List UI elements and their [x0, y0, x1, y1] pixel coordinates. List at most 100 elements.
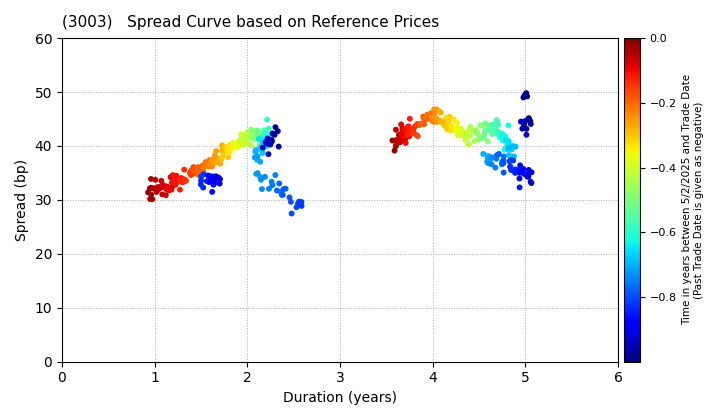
- Point: [178, 178, 189, 185]
- Point: [244, 132, 256, 139]
- Point: [211, 159, 222, 165]
- Point: [296, 199, 307, 205]
- Point: [517, 119, 528, 126]
- Point: [490, 126, 502, 132]
- Point: [186, 171, 197, 178]
- Point: [514, 170, 526, 176]
- Point: [276, 189, 287, 196]
- Point: [433, 108, 445, 115]
- Point: [503, 144, 515, 151]
- Point: [272, 128, 284, 134]
- Point: [509, 170, 521, 176]
- Point: [514, 166, 526, 173]
- Point: [521, 93, 533, 100]
- Point: [412, 133, 423, 139]
- Point: [421, 111, 433, 118]
- Point: [414, 121, 426, 128]
- Point: [400, 128, 411, 135]
- Point: [276, 192, 287, 198]
- Point: [150, 189, 162, 195]
- Point: [428, 116, 440, 123]
- Point: [250, 149, 261, 155]
- Point: [503, 122, 514, 129]
- Point: [256, 139, 268, 145]
- Point: [397, 125, 408, 132]
- Point: [396, 131, 408, 137]
- Point: [503, 139, 514, 146]
- Point: [195, 177, 207, 184]
- Point: [230, 144, 241, 150]
- Point: [202, 161, 214, 168]
- Point: [490, 164, 501, 171]
- Point: [508, 153, 520, 160]
- Point: [498, 153, 510, 160]
- Point: [218, 145, 230, 152]
- Point: [170, 177, 181, 184]
- Point: [208, 181, 220, 188]
- Point: [216, 156, 228, 163]
- Point: [261, 143, 273, 150]
- Point: [400, 139, 411, 146]
- Point: [415, 121, 426, 127]
- Point: [207, 156, 218, 163]
- Point: [187, 167, 199, 174]
- Point: [256, 148, 268, 155]
- Point: [148, 185, 159, 192]
- Point: [165, 174, 176, 181]
- Point: [202, 172, 214, 179]
- Point: [227, 144, 238, 151]
- Point: [486, 154, 498, 160]
- Point: [397, 136, 409, 142]
- Point: [153, 184, 164, 190]
- Point: [261, 138, 272, 145]
- Point: [412, 121, 423, 128]
- Point: [215, 176, 226, 183]
- Point: [252, 127, 264, 134]
- Point: [233, 140, 244, 147]
- Point: [256, 186, 268, 192]
- Point: [250, 147, 261, 153]
- Point: [167, 172, 179, 178]
- Point: [395, 121, 407, 128]
- Point: [473, 136, 485, 143]
- Point: [449, 116, 460, 123]
- Point: [514, 175, 526, 182]
- Point: [184, 170, 196, 176]
- Point: [246, 135, 258, 142]
- Point: [469, 128, 481, 135]
- Point: [460, 134, 472, 141]
- Point: [207, 189, 218, 195]
- Point: [252, 170, 264, 176]
- Point: [435, 118, 446, 124]
- Point: [478, 134, 490, 141]
- Point: [399, 133, 410, 140]
- Point: [212, 174, 224, 181]
- Point: [261, 130, 273, 137]
- Point: [454, 131, 465, 138]
- Point: [271, 187, 283, 194]
- Point: [419, 115, 431, 121]
- Point: [171, 180, 182, 186]
- Point: [523, 170, 534, 177]
- Point: [209, 179, 220, 186]
- Point: [518, 94, 529, 101]
- Point: [498, 160, 509, 166]
- Point: [161, 186, 173, 193]
- Point: [503, 138, 514, 144]
- Point: [492, 129, 504, 135]
- Point: [160, 192, 171, 199]
- Point: [197, 162, 208, 169]
- Point: [507, 143, 518, 150]
- Point: [153, 185, 165, 192]
- Point: [258, 127, 270, 134]
- Point: [255, 133, 266, 140]
- Point: [429, 118, 441, 125]
- Point: [485, 127, 497, 134]
- Point: [219, 144, 230, 150]
- Point: [240, 135, 252, 142]
- Point: [521, 173, 533, 180]
- Point: [157, 181, 168, 188]
- Point: [505, 163, 516, 170]
- Point: [156, 177, 167, 184]
- Point: [452, 132, 464, 139]
